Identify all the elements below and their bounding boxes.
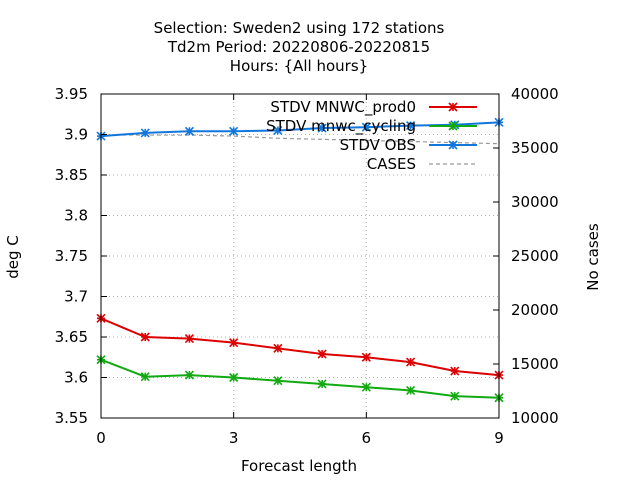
- data-point-stdv-obs: [140, 128, 150, 138]
- x-tick-label: 0: [96, 429, 106, 447]
- x-tick-label: 6: [362, 429, 372, 447]
- y2-axis-label: No cases: [584, 223, 602, 291]
- data-point-stdv-mnwc-prod0: [229, 338, 239, 348]
- data-point-stdv-obs: [405, 121, 416, 131]
- x-tick-label: 3: [229, 429, 239, 447]
- y-tick-label: 3.7: [64, 288, 88, 306]
- x-tick-label: 9: [494, 429, 504, 447]
- data-point-stdv-mnwc-cycling: [317, 379, 327, 389]
- y2-tick-label: 10000: [511, 409, 559, 427]
- series-line-stdv-mnwc-prod0: [100, 317, 500, 377]
- legend-label-stdv-obs: STDV OBS: [340, 136, 416, 154]
- data-point-stdv-mnwc-prod0: [450, 366, 460, 376]
- series-line-stdv-mnwc-cycling: [100, 358, 500, 399]
- y2-tick-label: 15000: [511, 355, 559, 373]
- y-axis-label: deg C: [4, 235, 22, 279]
- data-point-stdv-mnwc-cycling: [450, 391, 460, 401]
- series-line-cases: [101, 134, 500, 145]
- data-point-stdv-mnwc-prod0: [361, 352, 371, 362]
- chart-title-line: Td2m Period: 20220806-20220815: [167, 38, 430, 56]
- legend-label-stdv-mnwc-prod0: STDV MNWC_prod0: [270, 98, 416, 117]
- data-point-stdv-obs: [317, 123, 327, 133]
- legend-label-stdv-mnwc-cycling: STDV mnwc_cycling: [266, 117, 416, 136]
- data-point-stdv-mnwc-cycling: [140, 372, 150, 382]
- data-point-stdv-obs: [361, 122, 371, 132]
- data-point-stdv-mnwc-cycling: [361, 382, 371, 392]
- data-point-stdv-obs: [229, 126, 239, 136]
- legend-label-cases: CASES: [367, 155, 416, 173]
- data-point-stdv-mnwc-cycling: [273, 376, 283, 386]
- data-point-stdv-mnwc-cycling: [184, 370, 195, 380]
- data-point-stdv-mnwc-prod0: [140, 332, 150, 342]
- data-point-stdv-obs: [184, 126, 195, 136]
- x-axis-label: Forecast length: [241, 457, 357, 475]
- y-tick-label: 3.75: [55, 247, 88, 265]
- data-point-stdv-obs: [273, 125, 283, 136]
- y-axis-ticks: 3.55 3.6 3.65 3.7 3.75 3.8 3.85 3.9 3.95: [55, 85, 107, 427]
- data-point-stdv-mnwc-prod0: [273, 343, 283, 353]
- y2-tick-label: 35000: [511, 139, 559, 157]
- data-point-stdv-mnwc-prod0: [405, 357, 416, 367]
- y2-axis-ticks: 10000 15000 20000 25000 30000 35000 40000: [493, 85, 559, 427]
- data-point-stdv-mnwc-prod0: [317, 349, 327, 359]
- y-tick-label: 3.65: [55, 328, 88, 346]
- y-tick-label: 3.8: [64, 207, 88, 225]
- legend-marker-stdv-obs: [448, 140, 458, 150]
- y2-tick-label: 20000: [511, 301, 559, 319]
- y2-tick-label: 40000: [511, 85, 559, 103]
- legend-marker-stdv-mnwc-cycling: [448, 121, 458, 131]
- data-point-stdv-mnwc-cycling: [229, 372, 239, 383]
- legend-marker-stdv-mnwc-prod0: [448, 102, 458, 112]
- chart-title-line: Hours: {All hours}: [230, 57, 368, 75]
- data-point-stdv-mnwc-prod0: [184, 334, 195, 344]
- series-layer: [96, 117, 504, 403]
- chart-title: Selection: Sweden2 using 172 stationsTd2…: [154, 19, 445, 75]
- y-tick-label: 3.85: [55, 166, 88, 184]
- y-tick-label: 3.95: [55, 85, 88, 103]
- y-tick-label: 3.6: [64, 369, 88, 387]
- x-axis-ticks: 0 3 6 9: [96, 94, 504, 447]
- y-tick-label: 3.9: [64, 126, 88, 144]
- chart-title-line: Selection: Sweden2 using 172 stations: [154, 19, 445, 37]
- y2-tick-label: 30000: [511, 193, 559, 211]
- y2-tick-label: 25000: [511, 247, 559, 265]
- y-tick-label: 3.55: [55, 409, 88, 427]
- data-point-stdv-mnwc-cycling: [405, 385, 416, 396]
